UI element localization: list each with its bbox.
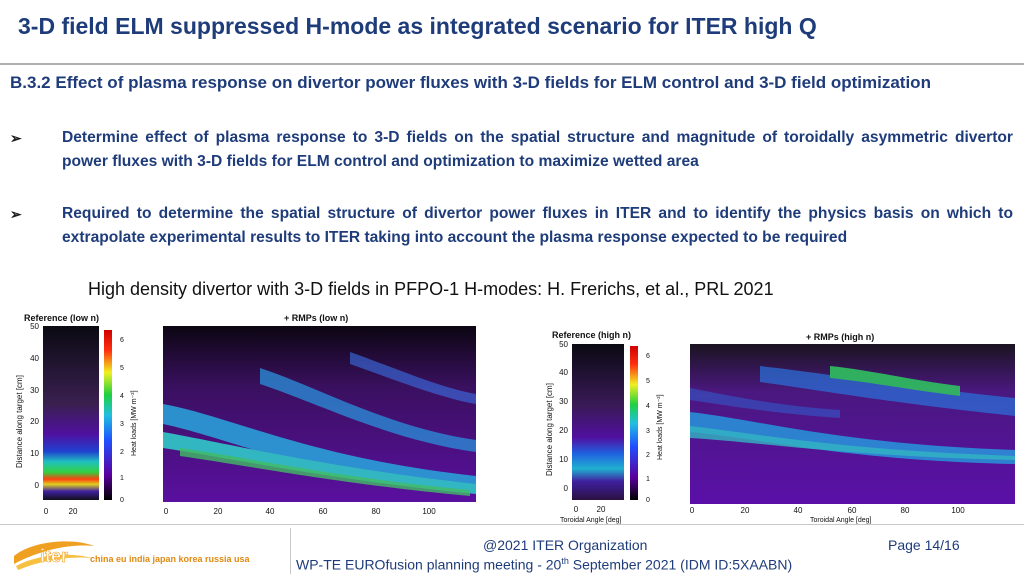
x-tick-label: 0 [44,507,49,516]
x-tick-label: 20 [741,506,750,515]
title-divider [0,63,1024,65]
ref-high-n-heatmap [572,344,624,500]
cbar-label-high-n: Heat loads [MW m⁻²] [657,394,664,460]
cbar-tick-label: 5 [120,365,124,372]
arrow-bullet-icon: ➢ [10,130,22,146]
colorbar-low-n [104,330,112,500]
figure-low-n: Reference (low n) + RMPs (low n) Distanc… [10,308,485,522]
y-tick-label: 0 [564,484,569,493]
cbar-tick-label: 0 [120,497,124,504]
cbar-tick-label: 3 [120,421,124,428]
cbar-tick-label: 2 [120,449,124,456]
x-tick-label: 40 [794,506,803,515]
iter-logo: iter china eu india japan korea russia u… [14,536,294,572]
bullet-text-2: Required to determine the spatial struct… [62,205,1013,246]
cbar-tick-label: 6 [646,353,650,360]
x-tick-label: 60 [319,507,328,516]
footer-organization: @2021 ITER Organization [483,537,648,553]
cbar-tick-label: 6 [120,337,124,344]
x-tick-label: 20 [214,507,223,516]
y-tick-label: 40 [30,354,39,363]
svg-text:iter: iter [40,546,68,566]
ref-high-n-title: Reference (high n) [552,330,631,340]
y-tick-label: 50 [559,340,568,349]
cbar-tick-label: 4 [120,393,124,400]
x-tick-label: 40 [266,507,275,516]
ref-low-n-heatmap [43,326,99,500]
cbar-tick-label: 5 [646,378,650,385]
colorbar-high-n [630,346,638,500]
arrow-bullet-icon: ➢ [10,206,22,222]
rmp-high-n-title: + RMPs (high n) [806,332,874,342]
x-tick-label: 80 [901,506,910,515]
y-tick-label: 50 [30,322,39,331]
y-axis-label-high-n: Distance along target [cm] [545,383,554,476]
x-tick-label: 80 [372,507,381,516]
page-number: Page 14/16 [888,537,960,553]
ref-low-n-title: Reference (low n) [24,313,99,323]
x-tick-label: 20 [597,505,606,514]
x-tick-label: 0 [574,505,579,514]
section-heading: B.3.2 Effect of plasma response on diver… [10,73,931,92]
rmp-low-n-title: + RMPs (low n) [284,313,348,323]
cbar-tick-label: 1 [646,476,650,483]
figure-high-n: Reference (high n) + RMPs (high n) Dista… [540,326,1024,524]
bullet-text-1: Determine effect of plasma response to 3… [62,129,1013,170]
footer-meeting-info: WP-TE EUROfusion planning meeting - 20th… [296,556,793,573]
x-tick-label: 20 [69,507,78,516]
x-tick-label: 0 [164,507,169,516]
cbar-tick-label: 1 [120,475,124,482]
footer-divider [0,524,1024,525]
y-tick-label: 30 [30,386,39,395]
x-tick-label: 100 [951,506,965,515]
x-tick-label: 0 [690,506,695,515]
figure-caption: High density divertor with 3-D fields in… [88,279,774,299]
footer-separator [290,528,291,574]
y-tick-label: 0 [35,481,40,490]
cbar-label-low-n: Heat loads [MW m⁻²] [131,390,138,456]
slide-title: 3-D field ELM suppressed H-mode as integ… [18,13,817,39]
svg-text:Reference (low n): Reference (low n) [24,313,99,323]
cbar-tick-label: 3 [646,428,650,435]
x-axis-label-ref-high-n: Toroidal Angle [deg] [560,517,622,524]
y-tick-label: 30 [559,397,568,406]
x-axis-label-rmp-high-n: Toroidal Angle [deg] [810,517,872,524]
cbar-tick-label: 0 [646,497,650,504]
svg-text:china eu india japan korea rus: china eu india japan korea russia usa [90,554,251,564]
y-tick-label: 40 [559,368,568,377]
y-axis-label-low-n: Distance along target [cm] [15,375,24,468]
y-tick-label: 20 [559,426,568,435]
x-tick-label: 60 [848,506,857,515]
cbar-tick-label: 2 [646,452,650,459]
rmp-low-n-bands [163,352,476,496]
bullet-item-2: ➢ Required to determine the spatial stru… [10,202,1013,250]
cbar-tick-label: 4 [646,403,650,410]
y-tick-label: 20 [30,417,39,426]
x-tick-label: 100 [422,507,436,516]
rmp-high-n-bands [690,366,1015,464]
bullet-item-1: ➢ Determine effect of plasma response to… [10,126,1013,174]
y-tick-label: 10 [559,455,568,464]
y-tick-label: 10 [30,449,39,458]
